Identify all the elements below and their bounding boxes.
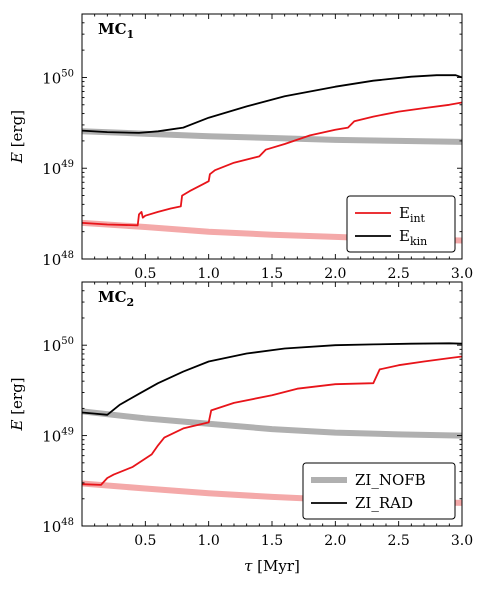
x-tick-label: 1.5 bbox=[261, 533, 283, 549]
legend-symbol: E bbox=[399, 204, 410, 222]
series-ekin_nofb bbox=[82, 128, 462, 145]
y-axis-symbol: E bbox=[8, 152, 26, 164]
y-tick-label: 1049 bbox=[42, 427, 74, 446]
y-tick-exponent: 48 bbox=[61, 250, 74, 261]
x-tick-label: 1.0 bbox=[198, 533, 220, 549]
y-tick-exponent: 49 bbox=[61, 159, 74, 170]
series-ekin_rad bbox=[82, 342, 462, 416]
y-axis-unit: [erg] bbox=[8, 377, 26, 419]
legend-label: ZI_RAD bbox=[355, 494, 413, 512]
series-group bbox=[82, 342, 462, 506]
y-axis-unit: [erg] bbox=[8, 110, 26, 152]
panel-title: MC1 bbox=[98, 20, 134, 41]
x-tick-label: 0.5 bbox=[134, 266, 156, 282]
y-axis-label: E [erg] bbox=[8, 377, 26, 431]
panel-title: MC2 bbox=[98, 288, 134, 309]
legend: ZI_NOFB ZI_RAD bbox=[302, 462, 456, 520]
x-tick-label: 2.0 bbox=[324, 533, 346, 549]
y-tick-base: 10 bbox=[42, 160, 61, 178]
panel-title-sub: 1 bbox=[127, 28, 135, 41]
series-eint_rad bbox=[82, 355, 462, 486]
y-axis-label: E [erg] bbox=[8, 110, 26, 164]
legend-label: Eint bbox=[399, 204, 426, 225]
x-tick-label: 2.0 bbox=[324, 266, 346, 282]
y-tick-base: 10 bbox=[42, 428, 61, 446]
y-tick-exponent: 48 bbox=[61, 517, 74, 528]
x-tick-label: 2.5 bbox=[388, 533, 410, 549]
y-tick-exponent: 50 bbox=[61, 68, 74, 79]
x-axis-label: τ [Myr] bbox=[244, 557, 300, 575]
x-tick-label: 0.5 bbox=[134, 533, 156, 549]
y-axis-symbol: E bbox=[8, 420, 26, 432]
y-tick-base: 10 bbox=[42, 337, 61, 355]
x-axis-unit: [Myr] bbox=[252, 557, 299, 575]
y-tick-base: 10 bbox=[42, 251, 61, 269]
legend-box bbox=[346, 195, 456, 253]
panel-title-sub: 2 bbox=[127, 296, 135, 309]
y-tick-label: 1048 bbox=[42, 517, 74, 536]
x-tick-label: 3.0 bbox=[451, 533, 473, 549]
legend-subscript: int bbox=[410, 212, 426, 225]
series-ekin_nofb bbox=[82, 408, 462, 439]
y-tick-base: 10 bbox=[42, 518, 61, 536]
y-tick-base: 10 bbox=[42, 69, 61, 87]
y-tick-exponent: 50 bbox=[61, 336, 74, 347]
y-tick-label: 1050 bbox=[42, 68, 74, 87]
series-eint_rad bbox=[82, 101, 462, 227]
x-axis-symbol: τ bbox=[244, 557, 253, 575]
legend-subscript: kin bbox=[410, 235, 427, 248]
y-tick-label: 1048 bbox=[42, 250, 74, 269]
panel-title-main: MC bbox=[98, 288, 127, 306]
series-ekin_rad bbox=[82, 74, 462, 134]
legend-symbol: E bbox=[399, 227, 410, 245]
y-tick-exponent: 49 bbox=[61, 427, 74, 438]
panel-title-main: MC bbox=[98, 20, 127, 38]
x-tick-label: 2.5 bbox=[388, 266, 410, 282]
x-tick-label: 3.0 bbox=[451, 266, 473, 282]
y-tick-label: 1050 bbox=[42, 336, 74, 355]
x-tick-label: 1.0 bbox=[198, 266, 220, 282]
legend-label: Ekin bbox=[399, 227, 427, 248]
legend-label: ZI_NOFB bbox=[355, 471, 426, 489]
y-tick-label: 1049 bbox=[42, 159, 74, 178]
x-tick-label: 1.5 bbox=[261, 266, 283, 282]
